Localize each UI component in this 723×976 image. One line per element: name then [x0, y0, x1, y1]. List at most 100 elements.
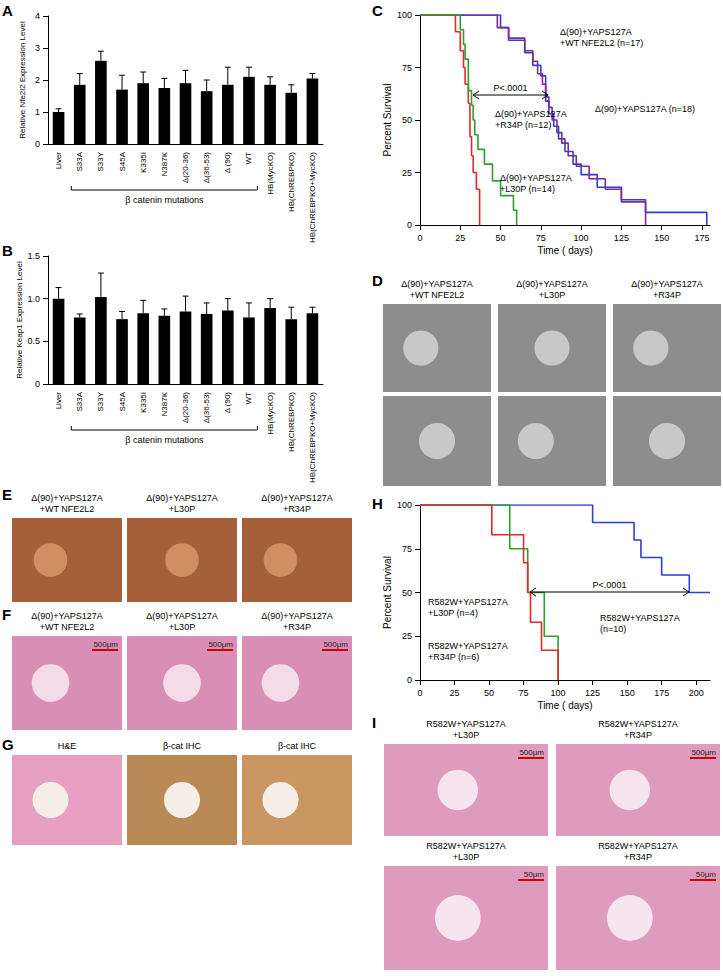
svg-text:0: 0 [417, 233, 422, 243]
svg-text:S45A: S45A [118, 391, 127, 411]
svg-text:(n=10): (n=10) [600, 624, 626, 634]
svg-text:1.0: 1.0 [27, 294, 40, 304]
svg-text:S33Y: S33Y [96, 391, 105, 411]
svg-text:75: 75 [536, 233, 546, 243]
svg-text:Δ(90)+YAPS127A: Δ(90)+YAPS127A [31, 611, 103, 621]
svg-text:25: 25 [450, 688, 460, 698]
svg-text:HB(MycKO): HB(MycKO) [266, 152, 275, 195]
svg-text:Δ (90): Δ (90) [223, 152, 232, 174]
svg-text:R582W+YAPS127A: R582W+YAPS127A [426, 841, 506, 851]
svg-text:R582W+YAPS127A: R582W+YAPS127A [428, 597, 508, 607]
svg-text:100: 100 [397, 500, 412, 510]
svg-text:0.5: 0.5 [27, 336, 40, 346]
svg-text:Δ(90)+YAPS127A: Δ(90)+YAPS127A [631, 279, 703, 289]
svg-text:+L30P: +L30P [169, 622, 195, 632]
svg-text:S33A: S33A [75, 151, 84, 171]
svg-text:25: 25 [402, 168, 412, 178]
svg-text:Δ(20-36): Δ(20-36) [181, 392, 190, 423]
svg-text:75: 75 [402, 544, 412, 554]
svg-text:β catenin mutations: β catenin mutations [125, 435, 204, 445]
svg-text:+WT NFE2L2: +WT NFE2L2 [410, 290, 465, 300]
svg-text:+R34P: +R34P [624, 730, 652, 740]
svg-text:50: 50 [484, 688, 494, 698]
svg-text:+WT NFE2L2 (n=17): +WT NFE2L2 (n=17) [560, 38, 643, 48]
svg-text:Liver: Liver [54, 392, 63, 410]
svg-text:S45A: S45A [118, 151, 127, 171]
svg-text:R582W+YAPS127A: R582W+YAPS127A [426, 719, 506, 729]
svg-text:3: 3 [35, 43, 40, 53]
svg-text:G: G [2, 736, 14, 753]
svg-text:+R34P (n=12): +R34P (n=12) [495, 120, 551, 130]
svg-text:HB(ChREBPKO): HB(ChREBPKO) [287, 392, 296, 452]
svg-text:β-cat IHC: β-cat IHC [278, 741, 317, 751]
svg-text:Δ(36-53): Δ(36-53) [202, 152, 211, 183]
svg-text:125: 125 [614, 233, 629, 243]
svg-text:C: C [372, 2, 383, 19]
svg-text:+R34P: +R34P [653, 290, 681, 300]
svg-text:N387K: N387K [160, 391, 169, 416]
svg-text:500μm: 500μm [691, 748, 716, 757]
svg-text:+L30P: +L30P [453, 852, 479, 862]
svg-text:B: B [2, 242, 13, 259]
svg-text:1: 1 [35, 107, 40, 117]
svg-text:Δ(90)+YAPS127A: Δ(90)+YAPS127A [261, 493, 333, 503]
svg-text:N387K: N387K [160, 151, 169, 176]
svg-text:Δ(90)+YAPS127A: Δ(90)+YAPS127A [560, 27, 632, 37]
svg-text:175: 175 [654, 688, 669, 698]
svg-text:H&E: H&E [58, 741, 77, 751]
svg-text:R582W+YAPS127A: R582W+YAPS127A [598, 719, 678, 729]
svg-text:1.5: 1.5 [27, 251, 40, 261]
svg-text:Δ(90)+YAPS127A: Δ(90)+YAPS127A [516, 279, 588, 289]
svg-text:0: 0 [407, 675, 412, 685]
svg-text:150: 150 [654, 233, 669, 243]
svg-text:+R34P: +R34P [624, 852, 652, 862]
svg-text:Δ(90)+YAPS127A: Δ(90)+YAPS127A [495, 109, 567, 119]
svg-text:R582W+YAPS127A: R582W+YAPS127A [428, 641, 508, 651]
svg-text:50: 50 [402, 588, 412, 598]
svg-text:Time ( days): Time ( days) [537, 700, 592, 711]
svg-text:0: 0 [35, 379, 40, 389]
svg-text:P<.0001: P<.0001 [593, 580, 627, 590]
svg-text:+L30P (n=14): +L30P (n=14) [500, 184, 555, 194]
svg-text:25: 25 [455, 233, 465, 243]
svg-text:H: H [372, 495, 383, 512]
svg-text:Δ(90)+YAPS127A: Δ(90)+YAPS127A [401, 279, 473, 289]
svg-text:150: 150 [620, 688, 635, 698]
svg-text:R582W+YAPS127A: R582W+YAPS127A [598, 841, 678, 851]
svg-text:200: 200 [689, 688, 704, 698]
svg-text:+L30P: +L30P [453, 730, 479, 740]
svg-text:+WT NFE2L2: +WT NFE2L2 [40, 622, 95, 632]
svg-text:+WT NFE2L2: +WT NFE2L2 [40, 504, 95, 514]
svg-text:D: D [372, 272, 383, 289]
svg-text:Δ (90): Δ (90) [223, 392, 232, 414]
svg-text:K335I: K335I [139, 392, 148, 413]
svg-text:Percent Survival: Percent Survival [382, 84, 393, 157]
svg-text:+R34P: +R34P [283, 622, 311, 632]
svg-text:I: I [372, 714, 376, 731]
svg-text:75: 75 [519, 688, 529, 698]
svg-text:E: E [2, 486, 12, 503]
svg-text:0: 0 [417, 688, 422, 698]
svg-text:50: 50 [402, 115, 412, 125]
svg-text:β-cat IHC: β-cat IHC [163, 741, 202, 751]
svg-text:175: 175 [694, 233, 709, 243]
svg-text:S33Y: S33Y [96, 151, 105, 171]
svg-text:+R34P: +R34P [283, 504, 311, 514]
svg-text:25: 25 [402, 631, 412, 641]
svg-text:0: 0 [407, 220, 412, 230]
svg-text:+L30P: +L30P [169, 504, 195, 514]
svg-text:Liver: Liver [54, 152, 63, 170]
svg-text:Relative Nfe2l2 Expression Lev: Relative Nfe2l2 Expression Level [18, 21, 27, 139]
svg-text:4: 4 [35, 11, 40, 21]
svg-text:500μm: 500μm [519, 748, 544, 757]
svg-text:+L30P: +L30P [539, 290, 565, 300]
svg-text:HB(ChREBPKO+MycKO): HB(ChREBPKO+MycKO) [308, 152, 317, 243]
svg-text:500μm: 500μm [208, 640, 233, 649]
svg-text:β catenin mutations: β catenin mutations [125, 195, 204, 205]
svg-text:K335I: K335I [139, 152, 148, 173]
svg-text:HB(ChREBPKO+MycKO): HB(ChREBPKO+MycKO) [308, 392, 317, 483]
svg-text:S33A: S33A [75, 391, 84, 411]
svg-text:Δ(20-36): Δ(20-36) [181, 152, 190, 183]
svg-text:Δ(90)+YAPS127A (n=18): Δ(90)+YAPS127A (n=18) [595, 104, 695, 114]
svg-text:100: 100 [551, 688, 566, 698]
